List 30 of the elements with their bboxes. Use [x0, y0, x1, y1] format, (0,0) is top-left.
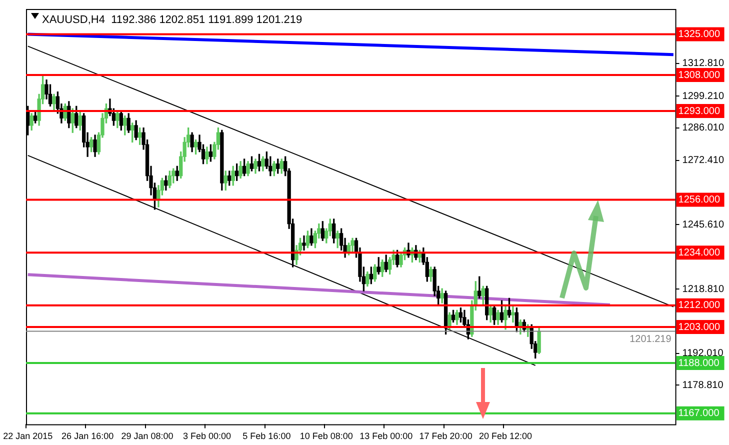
y-tick-label: 1286.010 — [682, 122, 724, 134]
x-tick-label: 20 Feb 12:00 — [478, 431, 532, 442]
y-tick-label: 1178.810 — [682, 380, 724, 391]
y-tick-label: 1218.810 — [682, 284, 724, 295]
x-tick-label: 5 Feb 16:00 — [242, 431, 291, 442]
y-tick-label: 1312.810 — [682, 58, 724, 70]
ref-line-label: 1256.000 — [678, 194, 720, 206]
candlestick — [511, 305, 515, 323]
x-tick-label: 13 Feb 00:00 — [360, 431, 413, 442]
ref-line-label: 1203.000 — [678, 322, 720, 333]
ref-line-label: 1293.000 — [678, 106, 720, 117]
x-tick-label: 3 Feb 00:00 — [182, 431, 232, 442]
y-tick-label: 1299.210 — [682, 90, 724, 102]
chart-title: XAUUSD,H4 1192.386 1202.851 1191.899 1201.219 — [42, 14, 302, 26]
x-tick-label: 10 Feb 08:00 — [300, 431, 353, 442]
ref-line-label: 1201.219 — [630, 334, 672, 346]
ref-line-label: 1234.000 — [678, 247, 720, 258]
ref-line-label: 1325.000 — [678, 28, 720, 40]
ref-line-label: 1167.000 — [678, 408, 720, 420]
y-tick-label: 1245.610 — [682, 219, 724, 230]
x-tick-label: 29 Jan 08:00 — [121, 431, 174, 442]
ref-line-label: 1308.000 — [678, 70, 720, 81]
ref-line-label: 1188.000 — [678, 358, 720, 369]
x-tick-label: 17 Feb 20:00 — [419, 431, 472, 442]
x-tick-label: 22 Jan 2015 — [3, 431, 53, 442]
candlestick — [302, 235, 306, 251]
x-tick-label: 26 Jan 16:00 — [62, 431, 114, 442]
y-tick-label: 1192.010 — [682, 348, 724, 360]
y-tick-label: 1272.410 — [682, 155, 724, 166]
ref-line-label: 1212.000 — [678, 300, 720, 312]
